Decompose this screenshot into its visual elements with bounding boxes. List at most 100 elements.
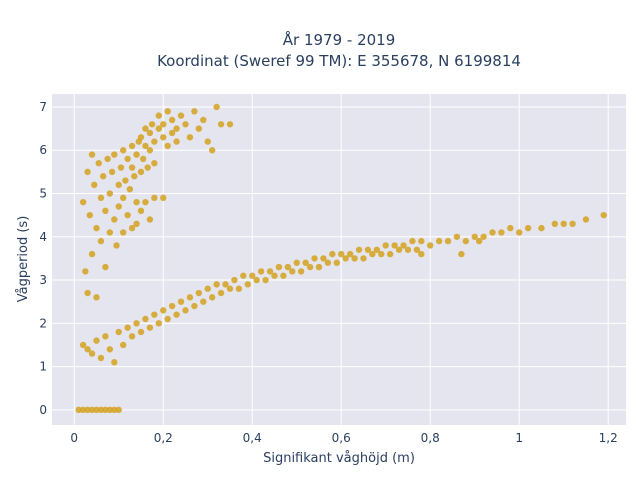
data-point <box>382 242 389 249</box>
data-point <box>128 142 136 150</box>
data-point <box>106 346 114 353</box>
data-point <box>369 250 376 258</box>
data-point <box>142 198 149 206</box>
data-point <box>133 198 140 206</box>
data-point <box>404 246 412 253</box>
x-tick-label: 0 <box>70 431 78 445</box>
data-point <box>253 276 260 284</box>
data-point <box>186 294 194 301</box>
data-point <box>128 224 136 232</box>
data-point <box>262 276 269 284</box>
data-point <box>266 268 274 275</box>
data-point <box>97 406 105 414</box>
data-point <box>391 242 398 249</box>
data-point <box>173 138 180 145</box>
data-point <box>453 233 461 240</box>
data-point <box>160 134 167 141</box>
data-point <box>102 207 109 215</box>
chart-title-line1: År 1979 - 2019 <box>283 30 396 49</box>
data-point <box>137 328 145 336</box>
data-point <box>106 190 114 197</box>
data-point <box>204 138 211 145</box>
data-point <box>104 155 111 163</box>
data-point <box>146 324 154 331</box>
data-point <box>168 129 176 137</box>
data-point <box>97 194 105 202</box>
data-point <box>79 198 87 206</box>
data-point <box>427 242 434 249</box>
data-point <box>84 168 91 176</box>
data-point <box>99 173 107 180</box>
data-point <box>168 302 176 310</box>
data-point <box>160 121 167 128</box>
data-point <box>418 250 425 258</box>
data-point <box>124 211 131 219</box>
data-point <box>516 229 523 236</box>
data-point <box>155 320 162 327</box>
data-point <box>164 315 171 323</box>
data-point <box>182 307 189 314</box>
x-tick-label: 0,2 <box>154 431 173 445</box>
data-point <box>409 237 416 245</box>
data-point <box>435 237 443 245</box>
data-point <box>160 307 167 314</box>
data-point <box>146 129 154 137</box>
data-point <box>240 272 247 279</box>
data-point <box>88 406 96 414</box>
data-point <box>93 337 100 344</box>
data-point <box>91 181 98 189</box>
data-point <box>142 315 149 323</box>
data-point <box>102 263 109 271</box>
data-point <box>151 311 158 318</box>
data-point <box>168 116 176 124</box>
data-point <box>324 259 332 266</box>
data-point <box>213 281 220 288</box>
x-tick-label: 1,2 <box>599 431 618 445</box>
data-point <box>113 242 120 249</box>
data-point <box>111 359 118 366</box>
data-point <box>400 242 407 249</box>
data-point <box>480 233 487 240</box>
data-point <box>235 285 243 292</box>
data-point <box>177 298 185 305</box>
data-point <box>582 216 590 223</box>
data-point <box>79 341 87 349</box>
data-point <box>293 259 300 266</box>
data-point <box>75 406 82 414</box>
data-point <box>195 289 203 297</box>
data-point <box>151 194 158 202</box>
data-point <box>119 341 127 349</box>
data-point <box>173 125 180 132</box>
data-point <box>217 121 225 128</box>
x-tick-label: 1 <box>515 431 523 445</box>
data-point <box>79 406 87 414</box>
x-tick-label: 0,8 <box>421 431 440 445</box>
data-point <box>231 276 238 284</box>
data-point <box>191 108 198 115</box>
data-point <box>551 220 559 228</box>
data-point <box>538 224 545 232</box>
data-point <box>124 324 131 331</box>
data-point <box>115 203 122 210</box>
data-point <box>88 350 96 357</box>
points-layer <box>75 103 607 414</box>
data-point <box>306 263 314 271</box>
data-point <box>355 246 363 253</box>
data-point <box>498 229 505 236</box>
data-point <box>84 289 91 297</box>
data-point <box>111 406 118 414</box>
data-point <box>302 259 309 266</box>
x-tick-labels: 0 0,2 0,4 0,6 0,8 1 1,2 <box>70 431 617 445</box>
data-point <box>182 121 189 128</box>
data-point <box>297 268 305 275</box>
data-point <box>315 263 323 271</box>
data-point <box>140 155 147 163</box>
data-point <box>489 229 496 236</box>
y-tick-label: 6 <box>39 143 47 157</box>
y-tick-label: 7 <box>39 100 47 114</box>
data-point <box>257 268 265 275</box>
data-point <box>137 207 145 215</box>
data-point <box>186 134 194 141</box>
data-point <box>88 151 96 158</box>
data-point <box>106 406 114 414</box>
